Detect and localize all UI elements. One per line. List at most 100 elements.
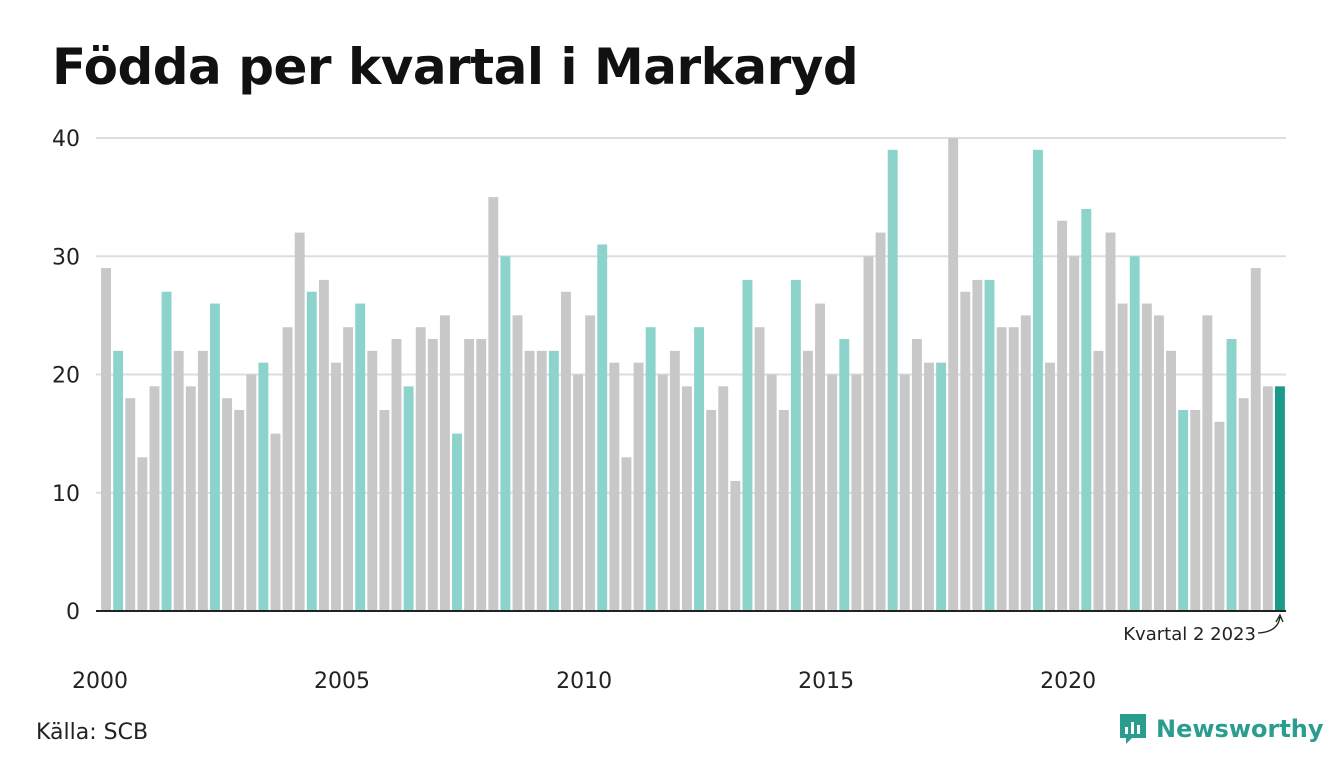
bar-2017-q1	[924, 362, 934, 611]
bar-2008-q4	[524, 350, 535, 611]
bar-2022-q3	[1190, 409, 1201, 611]
bar-2021-q2	[1129, 256, 1140, 611]
bar-2023-q1	[1214, 421, 1225, 611]
bar-2017-q3	[948, 138, 959, 611]
bar-2022-q4	[1202, 315, 1213, 611]
bar-2010-q4	[621, 457, 632, 611]
bar-2024-q2	[1274, 386, 1285, 611]
bar-2007-q1	[439, 315, 450, 611]
bar-2007-q4	[476, 339, 487, 611]
bar-2007-q2	[452, 433, 462, 611]
bar-2013-q2	[742, 279, 753, 611]
bar-2000-q1	[101, 268, 112, 611]
bar-2006-q4	[427, 339, 438, 611]
bar-2003-q4	[282, 327, 293, 611]
annotation-label: Kvartal 2 2023	[1123, 624, 1256, 645]
bar-2015-q3	[851, 374, 862, 611]
bar-2011-q2	[645, 327, 656, 611]
bar-2005-q4	[379, 409, 390, 611]
bar-2001-q3	[173, 350, 184, 611]
bar-2004-q3	[318, 279, 329, 611]
bar-2021-q3	[1141, 303, 1152, 611]
annotation: Kvartal 2 2023	[1123, 613, 1284, 645]
bar-2017-q4	[960, 291, 971, 611]
y-tick-label: 40	[52, 127, 80, 152]
chart-title: Födda per kvartal i Markaryd	[52, 38, 859, 96]
y-tick-label: 30	[52, 245, 80, 270]
bar-2016-q1	[875, 232, 886, 611]
bar-2013-q3	[754, 327, 765, 611]
bar-2008-q2	[500, 256, 511, 611]
bar-2010-q3	[609, 362, 620, 611]
bar-2008-q3	[512, 315, 523, 611]
bar-2024-q1	[1262, 386, 1273, 611]
bar-2006-q1	[391, 339, 402, 611]
bar-2013-q1	[730, 480, 741, 611]
bars	[101, 138, 1285, 612]
bar-2011-q3	[657, 374, 668, 611]
bar-2005-q3	[367, 350, 378, 611]
bar-2013-q4	[766, 374, 777, 611]
bar-2005-q1	[343, 327, 354, 611]
bar-2009-q2	[548, 350, 559, 611]
bar-2003-q1	[246, 374, 257, 611]
bar-2016-q4	[911, 339, 922, 611]
bar-2000-q3	[125, 398, 136, 611]
x-axis-ticks: 2000 2005 2010 2015 2020	[72, 669, 1096, 694]
bar-2019-q2	[1032, 149, 1043, 611]
newsworthy-logo-icon	[1120, 714, 1146, 744]
y-tick-label: 0	[66, 600, 80, 625]
bar-2004-q4	[331, 362, 341, 611]
bar-2022-q2	[1178, 409, 1189, 611]
y-tick-label: 20	[52, 364, 80, 389]
bar-2011-q4	[669, 350, 680, 611]
bar-2004-q1	[294, 232, 305, 611]
bar-2014-q1	[778, 409, 789, 611]
bar-2021-q4	[1153, 315, 1164, 611]
bar-2022-q1	[1166, 350, 1176, 611]
bar-2010-q2	[597, 244, 608, 612]
bar-2014-q4	[815, 303, 826, 611]
bar-2007-q3	[464, 339, 475, 611]
bar-2021-q1	[1117, 303, 1128, 611]
brand-logo-group: Newsworthy	[1118, 712, 1324, 746]
bar-2019-q1	[1020, 315, 1031, 611]
bar-2012-q2	[694, 327, 705, 611]
bar-2009-q3	[560, 291, 571, 611]
bar-2020-q2	[1081, 208, 1092, 611]
bar-2015-q2	[839, 339, 850, 611]
bar-2009-q1	[536, 350, 547, 611]
bar-2018-q4	[1008, 327, 1019, 611]
x-tick-label: 2010	[556, 669, 612, 694]
bar-2012-q1	[681, 386, 692, 611]
bar-2003-q2	[258, 362, 269, 611]
x-tick-label: 2015	[798, 669, 854, 694]
y-axis-ticks: 0 10 20 30 40	[52, 127, 80, 625]
bar-2000-q4	[137, 457, 148, 611]
x-tick-label: 2005	[314, 669, 370, 694]
bar-2002-q4	[234, 409, 245, 611]
bar-2004-q2	[306, 291, 317, 611]
bar-2002-q1	[197, 350, 208, 611]
bar-2016-q2	[887, 149, 898, 611]
bar-2006-q2	[403, 386, 414, 611]
bar-2018-q2	[984, 279, 995, 611]
bar-2001-q1	[149, 386, 160, 611]
bar-2001-q4	[185, 386, 196, 611]
y-tick-label: 10	[52, 482, 80, 507]
bar-2016-q3	[899, 374, 910, 611]
bar-2002-q3	[222, 398, 233, 611]
bar-2023-q3	[1238, 398, 1249, 611]
bar-2005-q2	[355, 303, 366, 611]
bar-2002-q2	[210, 303, 220, 611]
bar-2023-q2	[1226, 339, 1237, 611]
bar-2015-q4	[863, 256, 874, 611]
annotation-arrow	[1257, 613, 1284, 634]
bar-2014-q2	[790, 279, 801, 611]
bar-2019-q3	[1045, 362, 1055, 611]
bar-2009-q4	[573, 374, 583, 611]
bar-2011-q1	[633, 362, 644, 611]
bar-2014-q3	[803, 350, 813, 611]
x-tick-label: 2000	[72, 669, 128, 694]
